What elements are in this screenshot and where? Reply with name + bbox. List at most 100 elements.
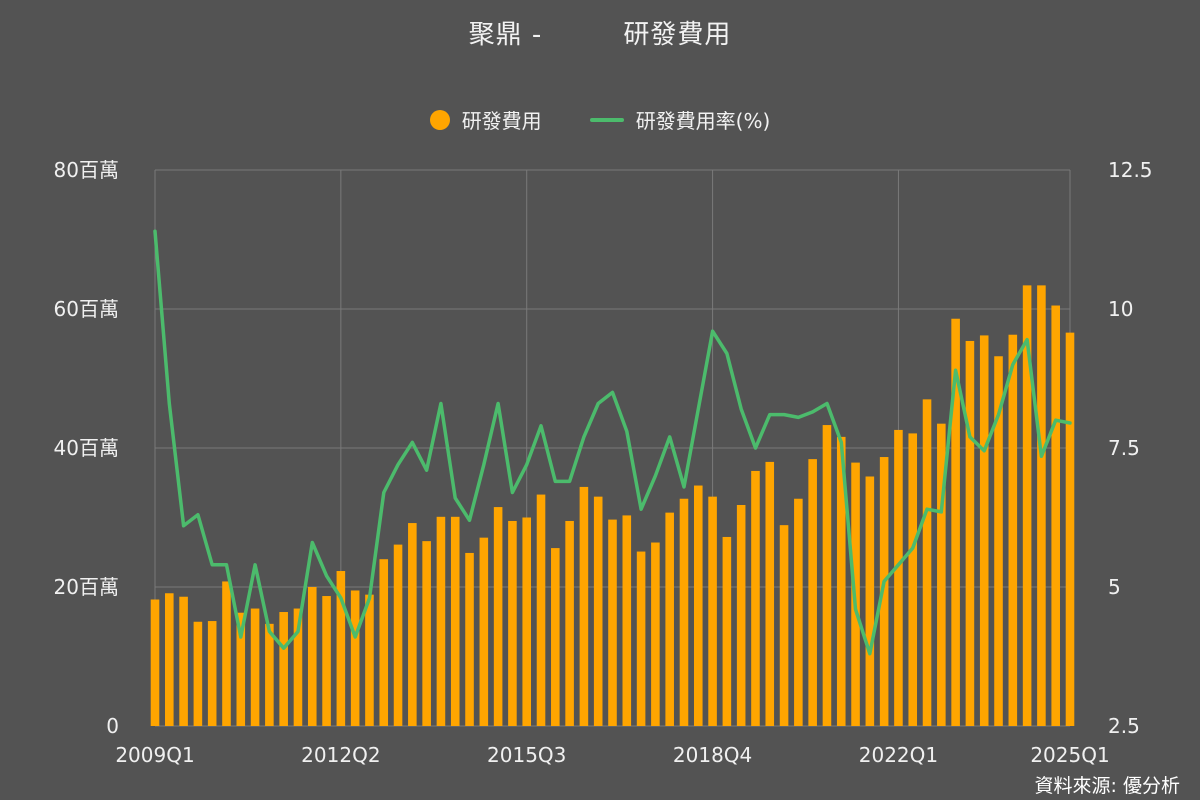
line-point[interactable]	[410, 440, 414, 444]
bar[interactable]	[422, 541, 431, 726]
bar[interactable]	[222, 581, 231, 726]
line-point[interactable]	[267, 629, 271, 633]
bar[interactable]	[593, 496, 603, 726]
bar[interactable]	[665, 512, 674, 726]
bar[interactable]	[693, 485, 703, 726]
line-point[interactable]	[839, 440, 843, 444]
line-point[interactable]	[753, 446, 757, 450]
bar[interactable]	[465, 552, 474, 726]
line-point[interactable]	[596, 402, 600, 406]
bar[interactable]	[436, 516, 446, 726]
line-point[interactable]	[439, 402, 443, 406]
line-point[interactable]	[239, 635, 243, 639]
bar[interactable]	[765, 461, 775, 726]
line-point[interactable]	[611, 390, 615, 394]
line-point[interactable]	[1039, 454, 1043, 458]
bar[interactable]	[894, 429, 903, 726]
bar[interactable]	[836, 436, 846, 726]
line-point[interactable]	[453, 496, 457, 500]
line-point[interactable]	[282, 646, 286, 650]
bar[interactable]	[236, 612, 246, 726]
line-point[interactable]	[296, 629, 300, 633]
bar[interactable]	[522, 517, 532, 727]
line-point[interactable]	[468, 518, 472, 522]
line-point[interactable]	[725, 351, 729, 355]
line-point[interactable]	[339, 596, 343, 600]
line-point[interactable]	[782, 413, 786, 417]
line-point[interactable]	[325, 574, 329, 578]
bar[interactable]	[536, 494, 546, 726]
line-point[interactable]	[896, 563, 900, 567]
bar[interactable]	[336, 571, 346, 726]
line-point[interactable]	[653, 474, 657, 478]
line-point[interactable]	[210, 563, 214, 567]
bar[interactable]	[265, 623, 274, 726]
bar[interactable]	[379, 559, 389, 726]
line-point[interactable]	[525, 463, 529, 467]
bar[interactable]	[922, 399, 932, 726]
bar[interactable]	[994, 356, 1003, 726]
bar[interactable]	[193, 621, 203, 726]
bar[interactable]	[307, 587, 317, 726]
line-point[interactable]	[253, 563, 257, 567]
line-point[interactable]	[982, 449, 986, 453]
bar[interactable]	[965, 340, 975, 726]
line-point[interactable]	[796, 415, 800, 419]
line-point[interactable]	[739, 407, 743, 411]
line-point[interactable]	[196, 513, 200, 517]
line-point[interactable]	[425, 468, 429, 472]
bar[interactable]	[179, 596, 188, 726]
bar[interactable]	[450, 516, 460, 726]
line-point[interactable]	[925, 507, 929, 511]
bar[interactable]	[908, 433, 918, 726]
bar[interactable]	[722, 536, 732, 726]
bar[interactable]	[565, 520, 574, 726]
line-point[interactable]	[1011, 363, 1015, 367]
bar[interactable]	[951, 318, 960, 726]
line-point[interactable]	[768, 413, 772, 417]
line-point[interactable]	[711, 329, 715, 333]
bar[interactable]	[350, 590, 360, 726]
bar[interactable]	[1065, 332, 1075, 726]
line-point[interactable]	[224, 563, 228, 567]
line-point[interactable]	[396, 463, 400, 467]
bar[interactable]	[879, 457, 889, 726]
line-point[interactable]	[496, 402, 500, 406]
bar[interactable]	[608, 519, 617, 726]
bar[interactable]	[708, 496, 717, 726]
bar[interactable]	[979, 335, 989, 726]
line-point[interactable]	[882, 579, 886, 583]
line-point[interactable]	[510, 490, 514, 494]
bar[interactable]	[1037, 285, 1046, 726]
bar[interactable]	[393, 544, 403, 726]
line-point[interactable]	[482, 463, 486, 467]
bar[interactable]	[1008, 334, 1018, 726]
line-point[interactable]	[696, 407, 700, 411]
bar[interactable]	[865, 476, 875, 726]
bar[interactable]	[408, 523, 417, 726]
line-point[interactable]	[954, 368, 958, 372]
line-point[interactable]	[353, 635, 357, 639]
line-point[interactable]	[968, 435, 972, 439]
line-point[interactable]	[1025, 338, 1029, 342]
line-point[interactable]	[310, 541, 314, 545]
bar[interactable]	[1022, 285, 1032, 726]
bar[interactable]	[808, 459, 817, 726]
bar[interactable]	[493, 507, 503, 726]
line-point[interactable]	[625, 429, 629, 433]
bar[interactable]	[622, 515, 632, 726]
line-point[interactable]	[668, 435, 672, 439]
line-point[interactable]	[682, 485, 686, 489]
line-point[interactable]	[553, 479, 557, 483]
bar[interactable]	[651, 542, 660, 726]
line-point[interactable]	[1054, 418, 1058, 422]
bar[interactable]	[165, 593, 174, 726]
bar[interactable]	[751, 470, 760, 726]
line-point[interactable]	[997, 413, 1001, 417]
line-point[interactable]	[153, 229, 157, 233]
bar[interactable]	[822, 425, 832, 726]
line-point[interactable]	[367, 596, 371, 600]
bar[interactable]	[579, 486, 589, 726]
bar[interactable]	[636, 551, 646, 726]
line-point[interactable]	[825, 402, 829, 406]
